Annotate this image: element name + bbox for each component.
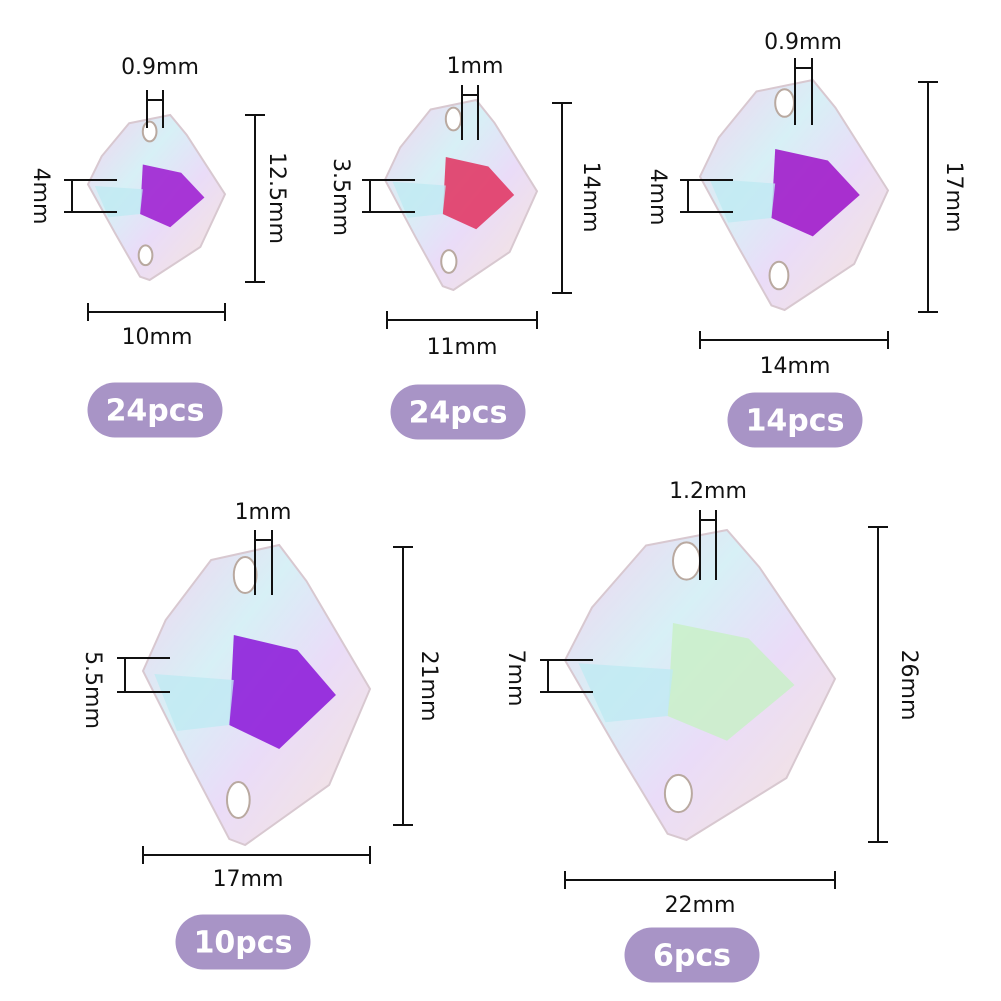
- hole-label: 1mm: [447, 54, 504, 79]
- count-label: 24pcs: [409, 396, 508, 431]
- width-label: 22mm: [665, 893, 736, 918]
- hole-label: 1mm: [235, 500, 292, 525]
- count-badge: [87, 382, 223, 438]
- crystal-facet: [709, 178, 776, 223]
- crystal-facet: [140, 164, 205, 228]
- height-label: 12.5mm: [264, 152, 289, 244]
- hole: [225, 781, 251, 819]
- count-label: 10pcs: [194, 926, 293, 961]
- width-label: 10mm: [122, 325, 193, 350]
- width-label: 14mm: [760, 354, 831, 379]
- count-badge: [624, 927, 760, 983]
- hole: [232, 556, 258, 594]
- crystal-facet: [442, 157, 515, 230]
- count-label: 6pcs: [653, 939, 731, 974]
- count-badge: [175, 914, 311, 970]
- hole: [768, 260, 790, 291]
- hole: [137, 244, 154, 267]
- crystal-facet: [667, 623, 795, 741]
- hole: [141, 120, 158, 143]
- hole: [774, 88, 795, 118]
- crystal-facet: [392, 181, 446, 218]
- hole: [663, 773, 693, 814]
- facet-label: 3.5mm: [328, 158, 353, 236]
- crystal-facet: [94, 185, 143, 218]
- width-label: 11mm: [427, 335, 498, 360]
- height-label: 14mm: [578, 162, 603, 233]
- count-label: 14pcs: [746, 404, 845, 439]
- facet-label: 4mm: [645, 169, 670, 226]
- crystal-facet: [771, 149, 860, 237]
- height-label: 26mm: [896, 650, 921, 721]
- width-label: 17mm: [213, 867, 284, 892]
- height-label: 17mm: [941, 162, 966, 233]
- hole: [444, 106, 462, 132]
- hole: [672, 541, 701, 581]
- hole-label: 0.9mm: [764, 30, 842, 55]
- crystal-facet: [154, 674, 234, 731]
- facet-label: 5.5mm: [80, 651, 105, 729]
- height-label: 21mm: [416, 651, 441, 722]
- facet-label: 4mm: [28, 168, 53, 225]
- hole-label: 1.2mm: [669, 479, 747, 504]
- crystal-facet: [229, 635, 336, 749]
- facet-label: 7mm: [503, 650, 528, 707]
- crystal-facet: [578, 663, 673, 723]
- count-badge: [390, 384, 526, 440]
- hole: [440, 249, 458, 274]
- count-label: 24pcs: [106, 394, 205, 429]
- count-badge: [727, 392, 863, 448]
- hole-label: 0.9mm: [121, 55, 199, 80]
